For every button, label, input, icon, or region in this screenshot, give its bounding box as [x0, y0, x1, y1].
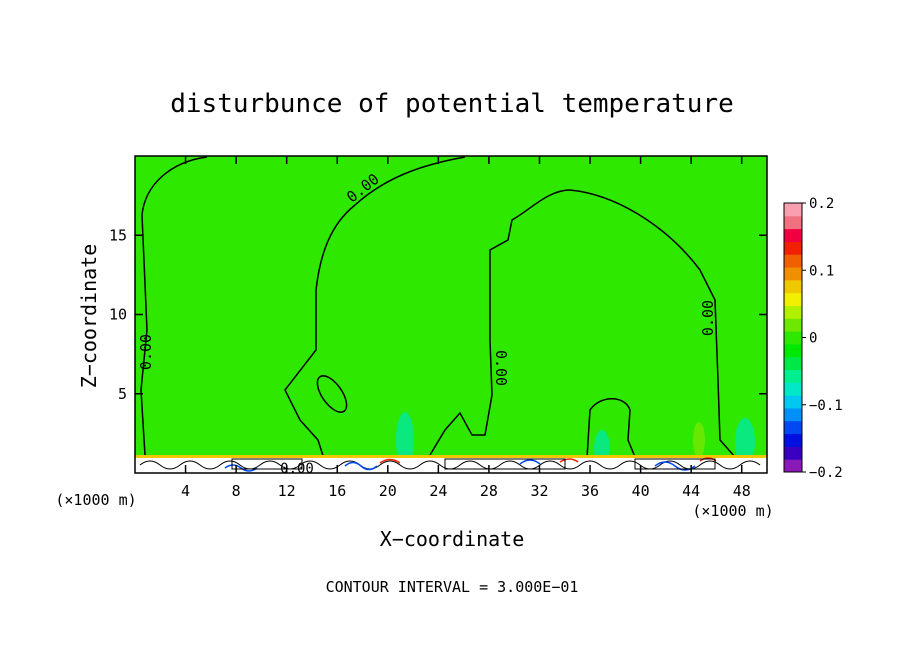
- x-tick-label: 24: [429, 482, 447, 500]
- colorbar-swatch: [784, 369, 802, 383]
- colorbar-tick-label: −0.2: [809, 465, 843, 481]
- x-tick-label: 40: [632, 482, 650, 500]
- colorbar-swatch: [784, 433, 802, 447]
- x-tick-label: 28: [480, 482, 498, 500]
- contour-label: 0.00: [492, 350, 510, 386]
- colorbar-swatch: [784, 459, 802, 473]
- colorbar-swatch: [784, 292, 802, 306]
- colorbar-swatch: [784, 356, 802, 371]
- warm-patch: [693, 422, 705, 458]
- contour-interval-note: CONTOUR INTERVAL = 3.000E−01: [326, 578, 579, 596]
- colorbar-swatch: [784, 203, 802, 217]
- surface-layer: [135, 455, 767, 473]
- colorbar-swatch: [784, 382, 802, 396]
- y-tick-label: 15: [109, 226, 127, 244]
- x-tick-label: 44: [682, 482, 700, 500]
- y-tick-label: 10: [109, 306, 127, 324]
- x-tick-label: 8: [232, 482, 241, 500]
- x-tick-label: 16: [328, 482, 346, 500]
- contour-line: [429, 189, 736, 458]
- colorbar-swatch: [784, 228, 802, 242]
- colorbar-swatch: [784, 215, 802, 230]
- colorbar-tick-label: 0.2: [809, 196, 834, 212]
- colorbar-swatch: [784, 241, 802, 255]
- x-tick-label: 4: [181, 482, 190, 500]
- y-axis-label: Z−coordinate: [77, 244, 101, 389]
- colorbar-tick-label: −0.1: [809, 398, 843, 414]
- colorbar-swatch: [784, 343, 802, 358]
- contour-label: 0.00: [137, 334, 155, 370]
- cold-patch: [396, 412, 414, 468]
- x-tick-label: 20: [379, 482, 397, 500]
- x-unit-left: (×1000 m): [55, 491, 136, 509]
- y-tick-label: 5: [118, 385, 127, 403]
- chart-title: disturbunce of potential temperature: [170, 89, 734, 119]
- colorbar-swatch: [784, 407, 802, 422]
- contour-label: 0.00: [280, 461, 314, 477]
- cold-patch: [735, 418, 755, 466]
- contour-line: [284, 156, 466, 463]
- x-tick-label: 48: [733, 482, 751, 500]
- colorbar-swatch: [784, 279, 802, 294]
- colorbar-tick-label: 0: [809, 331, 817, 347]
- plot-area: [135, 156, 767, 473]
- x-tick-label: 32: [530, 482, 548, 500]
- contour-line: [586, 398, 636, 459]
- colorbar-swatch: [784, 305, 802, 319]
- colorbar: 0.2 0.1 0 −0.1 −0.2: [783, 196, 843, 481]
- x-tick-label: 12: [278, 482, 296, 500]
- x-tick-label: 36: [581, 482, 599, 500]
- contour-line: [140, 156, 208, 459]
- colorbar-swatch: [784, 420, 802, 435]
- colorbar-swatch: [784, 446, 802, 460]
- contour-loop: [316, 375, 348, 413]
- colorbar-swatch: [784, 395, 802, 409]
- colorbar-swatch: [784, 318, 802, 332]
- x-unit-right: (×1000 m): [692, 502, 773, 520]
- x-axis-label: X−coordinate: [380, 527, 525, 551]
- colorbar-tick-label: 0.1: [809, 263, 834, 279]
- y-axis: 5 10 15: [109, 226, 767, 403]
- contour-label: 0.00: [699, 300, 717, 336]
- colorbar-swatch: [784, 267, 802, 281]
- colorbar-swatch: [784, 254, 802, 268]
- field-background: [135, 156, 767, 473]
- colorbar-swatch: [784, 331, 802, 345]
- x-axis: 4 8 12 16 20 24 28 32 36 40 44 48: [181, 156, 751, 500]
